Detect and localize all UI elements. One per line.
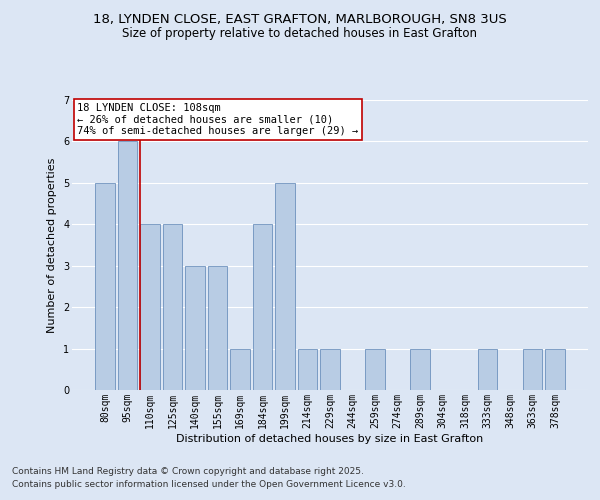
- Bar: [545, 348, 565, 390]
- Bar: [320, 348, 340, 390]
- Bar: [365, 348, 385, 390]
- Bar: [140, 224, 160, 390]
- Bar: [298, 348, 317, 390]
- Bar: [523, 348, 542, 390]
- Bar: [163, 224, 182, 390]
- Bar: [95, 183, 115, 390]
- Text: Contains public sector information licensed under the Open Government Licence v3: Contains public sector information licen…: [12, 480, 406, 489]
- Bar: [410, 348, 430, 390]
- Bar: [185, 266, 205, 390]
- Text: 18, LYNDEN CLOSE, EAST GRAFTON, MARLBOROUGH, SN8 3US: 18, LYNDEN CLOSE, EAST GRAFTON, MARLBORO…: [93, 12, 507, 26]
- X-axis label: Distribution of detached houses by size in East Grafton: Distribution of detached houses by size …: [176, 434, 484, 444]
- Bar: [478, 348, 497, 390]
- Bar: [253, 224, 272, 390]
- Bar: [208, 266, 227, 390]
- Text: Size of property relative to detached houses in East Grafton: Size of property relative to detached ho…: [122, 28, 478, 40]
- Bar: [275, 183, 295, 390]
- Y-axis label: Number of detached properties: Number of detached properties: [47, 158, 58, 332]
- Bar: [230, 348, 250, 390]
- Bar: [118, 142, 137, 390]
- Text: 18 LYNDEN CLOSE: 108sqm
← 26% of detached houses are smaller (10)
74% of semi-de: 18 LYNDEN CLOSE: 108sqm ← 26% of detache…: [77, 103, 358, 136]
- Text: Contains HM Land Registry data © Crown copyright and database right 2025.: Contains HM Land Registry data © Crown c…: [12, 467, 364, 476]
